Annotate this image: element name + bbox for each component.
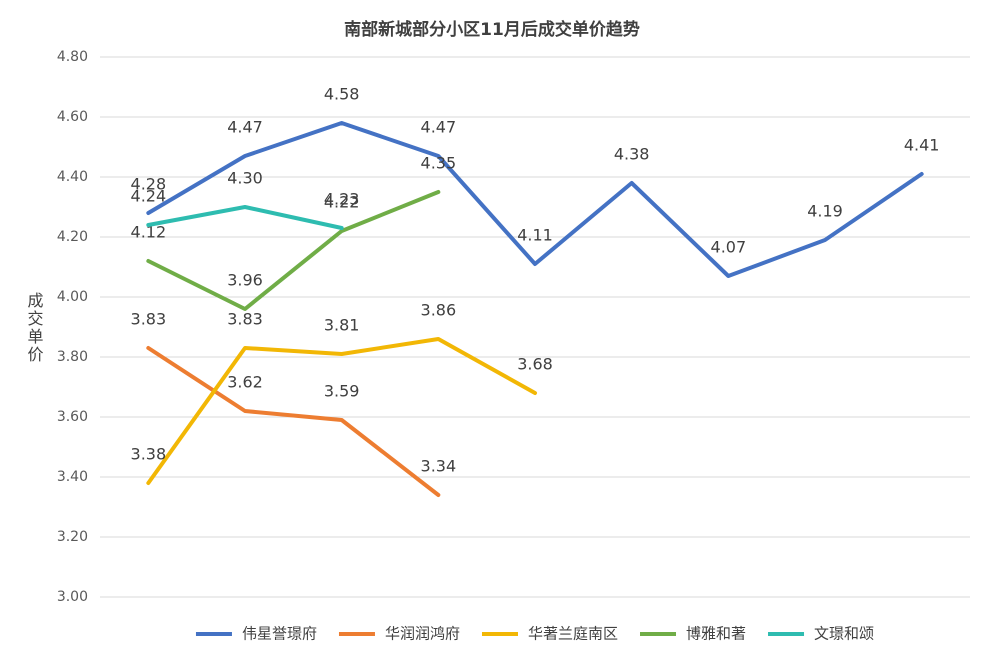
- chart-title: 南部新城部分小区11月后成交单价趋势: [344, 19, 640, 40]
- data-label: 4.30: [227, 169, 263, 188]
- y-tick-label: 3.80: [57, 349, 88, 365]
- data-label: 3.83: [227, 310, 263, 329]
- series-line: [146, 337, 537, 485]
- series-line: [146, 205, 344, 230]
- data-label: 4.11: [517, 226, 553, 245]
- data-label: 4.07: [711, 238, 747, 257]
- y-tick-label: 3.40: [57, 469, 88, 485]
- y-tick-label: 3.20: [57, 529, 88, 545]
- data-label: 3.68: [517, 355, 553, 374]
- series-line: [146, 121, 924, 278]
- data-label: 3.86: [421, 301, 457, 320]
- data-label: 4.47: [421, 118, 457, 137]
- y-tick-label: 4.60: [57, 109, 88, 125]
- y-tick-label: 4.40: [57, 169, 88, 185]
- y-tick-label: 3.60: [57, 409, 88, 425]
- legend-label: 华著兰庭南区: [528, 625, 618, 643]
- data-label: 3.83: [131, 310, 167, 329]
- data-label: 4.58: [324, 85, 360, 104]
- data-label: 4.19: [807, 202, 843, 221]
- data-label: 3.59: [324, 382, 360, 401]
- legend-label: 华润润鸿府: [385, 625, 460, 643]
- data-label: 4.47: [227, 118, 263, 137]
- data-label: 4.38: [614, 145, 650, 164]
- data-label: 3.34: [421, 457, 457, 476]
- data-label: 3.96: [227, 271, 263, 290]
- series-line: [146, 346, 441, 497]
- y-tick-label: 4.20: [57, 229, 88, 245]
- data-label: 4.22: [324, 193, 360, 212]
- legend-label: 文璟和颂: [814, 625, 874, 643]
- y-tick-label: 4.80: [57, 49, 88, 65]
- y-axis-label: 成交单价: [25, 292, 44, 364]
- series-line: [146, 190, 441, 311]
- data-label: 4.35: [421, 154, 457, 173]
- data-label: 3.62: [227, 373, 263, 392]
- data-label: 3.38: [131, 445, 167, 464]
- legend-label: 伟星誉璟府: [242, 625, 317, 643]
- data-label: 3.81: [324, 316, 360, 335]
- y-tick-label: 3.00: [57, 589, 88, 605]
- data-label: 4.12: [131, 223, 167, 242]
- legend-label: 博雅和著: [686, 625, 746, 643]
- data-label: 4.28: [131, 175, 167, 194]
- y-tick-label: 4.00: [57, 289, 88, 305]
- data-label: 4.23: [324, 190, 360, 209]
- data-label: 4.24: [131, 187, 167, 206]
- data-label: 4.41: [904, 136, 940, 155]
